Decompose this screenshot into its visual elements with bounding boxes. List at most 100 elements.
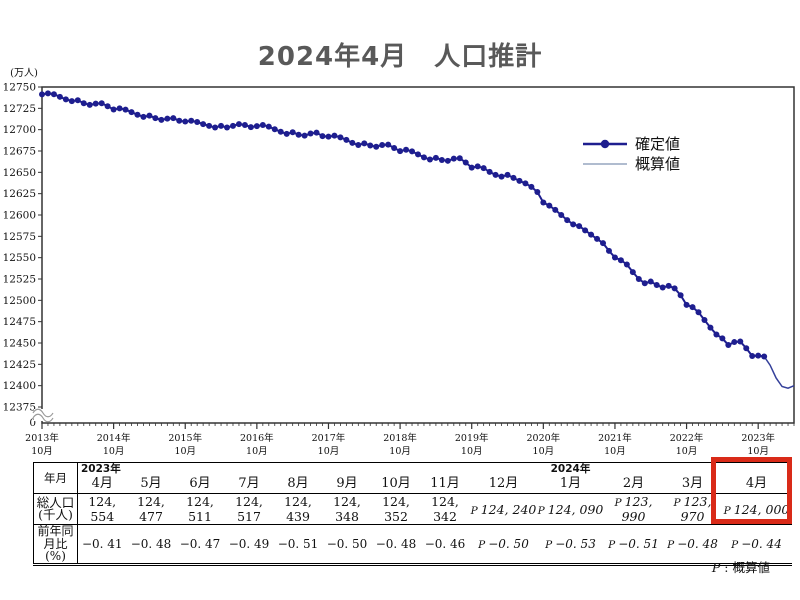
p-flag: P	[545, 538, 553, 551]
y-tick-label: 12400	[3, 380, 36, 392]
data-point	[713, 331, 720, 338]
data-point	[289, 129, 296, 136]
data-point	[683, 301, 690, 308]
data-point	[140, 113, 147, 120]
y-tick-label: 12425	[3, 359, 36, 371]
yoy-value-cell: −0. 41	[77, 524, 127, 566]
data-point	[247, 124, 254, 131]
data-point	[420, 154, 427, 161]
data-point	[707, 324, 714, 331]
y-tick-label: 12575	[3, 231, 36, 243]
x-tick-month-label: 10月	[103, 446, 125, 457]
y-tick-label: 12450	[3, 338, 36, 350]
month-header-cell: 2023年 4月	[77, 462, 127, 494]
y-tick-label: 12600	[3, 210, 36, 222]
y-tick-label: 12550	[3, 252, 36, 264]
data-point	[164, 115, 171, 122]
data-point	[564, 217, 571, 224]
yoy-value-cell: P −0. 53	[537, 524, 604, 566]
x-tick-year-label: 2019年	[455, 432, 489, 444]
p-flag: P	[478, 538, 486, 551]
month-label: 1月	[559, 476, 582, 491]
population-value-cell: 124, 342	[420, 493, 470, 525]
data-point	[576, 223, 583, 230]
x-tick-month-label: 10月	[747, 446, 769, 457]
month-header-cell: 10月	[371, 462, 421, 494]
data-point	[146, 112, 153, 119]
y-tick-label: 12750	[3, 82, 36, 94]
yoy-value-cell: P −0. 51	[603, 524, 664, 566]
x-tick-month-label: 10月	[533, 446, 555, 457]
x-tick-year-label: 2014年	[97, 432, 131, 444]
data-point	[122, 106, 129, 113]
data-point	[170, 115, 177, 122]
data-point	[271, 126, 278, 133]
data-point	[582, 227, 589, 234]
data-point	[594, 235, 601, 242]
data-point	[134, 111, 141, 118]
month-label: 11月	[430, 476, 460, 491]
population-value-cell: 124, 517	[224, 493, 274, 525]
x-tick-year-label: 2021年	[598, 432, 632, 444]
data-point	[62, 96, 69, 103]
population-value-cell: 124, 477	[126, 493, 176, 525]
population-value-cell: 124, 511	[175, 493, 225, 525]
year-label	[176, 463, 225, 476]
data-point	[403, 146, 410, 153]
data-point	[415, 151, 421, 158]
data-point	[283, 130, 290, 137]
page-title: 2024年4月 人口推計	[257, 42, 543, 72]
month-label: 4月	[91, 476, 113, 491]
data-point	[647, 278, 654, 285]
data-point	[92, 100, 99, 107]
data-point	[665, 282, 672, 289]
x-tick-month-label: 10月	[604, 446, 626, 457]
data-point	[623, 261, 630, 268]
x-tick-year-label: 2013年	[25, 432, 59, 444]
data-point	[474, 163, 481, 170]
data-point	[331, 132, 338, 139]
month-header-cell: 6月	[175, 462, 225, 494]
table-header-row: 年月 2023年 4月 5月 6月 7月 8月 9月 10月 11月 12月 202…	[33, 462, 792, 494]
axis-break-squiggle	[32, 413, 54, 423]
data-point	[229, 122, 236, 129]
data-point	[462, 159, 469, 166]
month-header-cell: 2024年 1月	[537, 462, 604, 494]
data-point	[224, 124, 231, 131]
data-point	[570, 221, 577, 228]
data-point	[44, 90, 51, 97]
data-point	[277, 128, 284, 135]
data-point	[235, 121, 242, 128]
month-header-cell: 11月	[420, 462, 470, 494]
data-point	[552, 206, 559, 213]
year-label	[372, 463, 421, 476]
month-label: 9月	[336, 476, 358, 491]
year-label: 2023年	[81, 463, 121, 475]
data-point	[74, 97, 81, 104]
month-header-cell: 3月	[663, 462, 722, 494]
data-point	[546, 202, 553, 209]
yoy-value-cell: −0. 48	[126, 524, 176, 566]
x-tick-year-label: 2023年	[741, 432, 775, 444]
table-yoy-row: 前年同 月比(%) −0. 41 −0. 48 −0. 47 −0. 49 −0. 51−…	[33, 524, 792, 566]
data-point	[689, 304, 696, 311]
y-tick-label: 12625	[3, 188, 36, 200]
data-point	[194, 118, 201, 125]
population-value-cell: P 123, 990	[603, 493, 664, 525]
y-tick-label: 12700	[3, 124, 36, 136]
data-point	[617, 257, 624, 264]
data-point	[206, 122, 213, 129]
month-label: 10月	[381, 476, 411, 491]
data-point	[725, 341, 732, 348]
year-label	[421, 463, 470, 476]
data-point	[438, 156, 445, 163]
preliminary-line	[763, 356, 795, 390]
x-tick-month-label: 10月	[31, 446, 53, 457]
preliminary-footnote: P : 概算値	[711, 560, 770, 575]
yoy-value-cell: P −0. 44	[721, 524, 792, 566]
population-value-cell: 124, 352	[371, 493, 421, 525]
data-point	[39, 91, 45, 98]
data-point	[743, 345, 750, 352]
population-trend-chart: 12750 12725 12700 12675 12650 12625 12600 12575…	[3, 68, 795, 457]
